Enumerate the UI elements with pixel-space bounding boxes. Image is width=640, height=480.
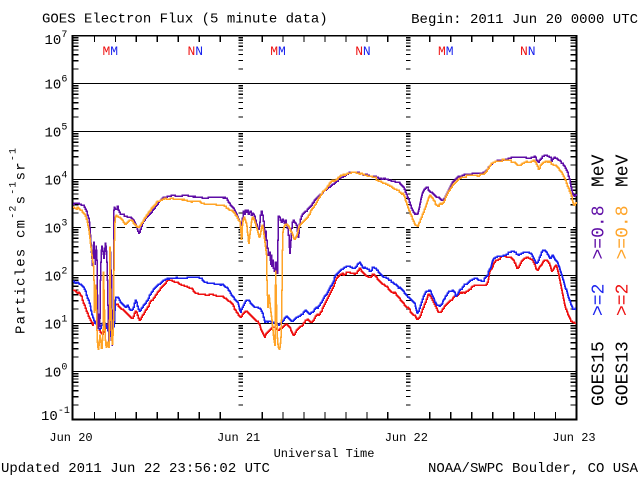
svg-text:101: 101 (45, 315, 68, 334)
svg-text:MeV: MeV (614, 154, 634, 187)
svg-text:M: M (270, 44, 278, 59)
svg-text:>=2: >=2 (590, 284, 610, 316)
svg-text:M: M (438, 44, 446, 59)
svg-text:Jun 20: Jun 20 (49, 431, 92, 445)
svg-text:>=0.8: >=0.8 (590, 205, 610, 259)
svg-text:N: N (363, 44, 371, 59)
svg-text:GOES15: GOES15 (590, 341, 610, 406)
svg-text:N: N (195, 44, 203, 59)
svg-text:M: M (103, 44, 111, 59)
svg-text:104: 104 (45, 171, 68, 190)
svg-text:NOAA/SWPC Boulder, CO USA: NOAA/SWPC Boulder, CO USA (428, 461, 639, 477)
svg-text:Jun 22: Jun 22 (385, 431, 428, 445)
svg-text:M: M (278, 44, 286, 59)
svg-text:>=0.8: >=0.8 (614, 205, 634, 259)
svg-text:M: M (446, 44, 454, 59)
svg-text:107: 107 (45, 30, 68, 49)
svg-text:10-1: 10-1 (41, 406, 70, 425)
svg-text:N: N (528, 44, 536, 59)
svg-text:N: N (188, 44, 196, 59)
svg-text:102: 102 (45, 267, 68, 286)
svg-text:100: 100 (45, 363, 68, 382)
svg-text:GOES Electron Flux (5 minute d: GOES Electron Flux (5 minute data) (42, 12, 328, 28)
svg-text:Updated 2011 Jun 22 23:56:02 U: Updated 2011 Jun 22 23:56:02 UTC (1, 461, 270, 477)
svg-text:Jun 21: Jun 21 (217, 431, 260, 445)
svg-text:Universal Time: Universal Time (274, 447, 375, 461)
svg-text:Jun 23: Jun 23 (552, 431, 595, 445)
svg-text:M: M (110, 44, 118, 59)
svg-text:105: 105 (45, 123, 68, 142)
svg-text:Begin: 2011 Jun 20 0000 UTC: Begin: 2011 Jun 20 0000 UTC (411, 12, 638, 28)
svg-text:106: 106 (45, 75, 68, 94)
svg-text:N: N (520, 44, 528, 59)
svg-text:N: N (355, 44, 363, 59)
svg-text:GOES13: GOES13 (614, 341, 634, 406)
svg-text:Particles cm-2s-1sr-1: Particles cm-2s-1sr-1 (9, 147, 30, 334)
svg-text:MeV: MeV (590, 154, 610, 187)
svg-text:>=2: >=2 (614, 284, 634, 316)
svg-text:103: 103 (45, 219, 68, 238)
